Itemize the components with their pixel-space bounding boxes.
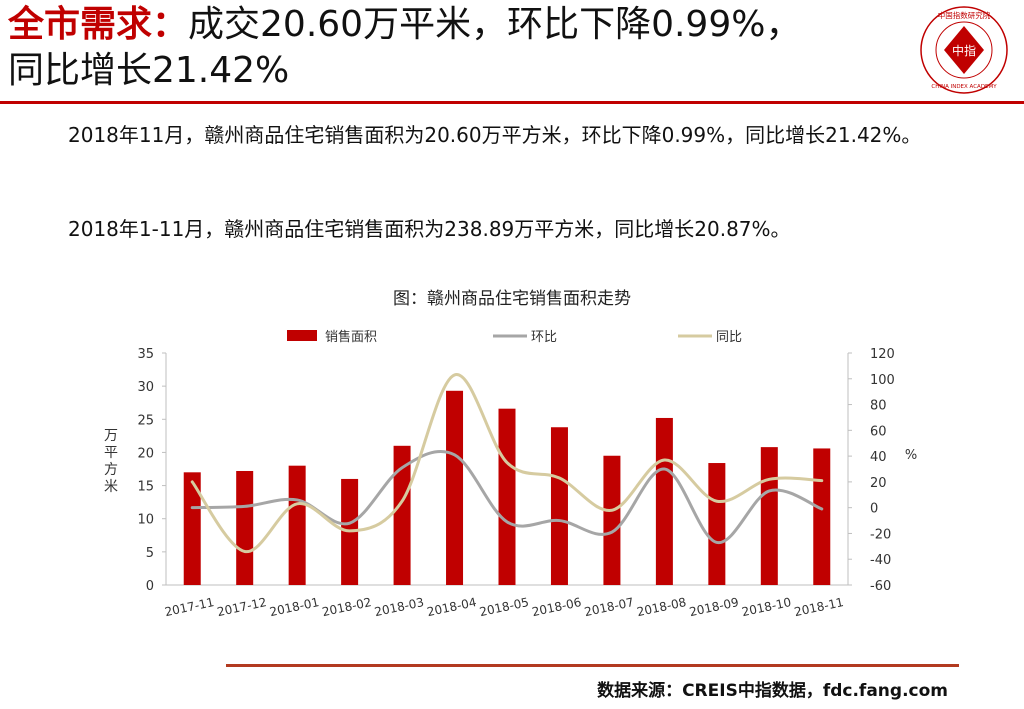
y-axis-title-char: 方 (104, 462, 118, 478)
footer-divider (226, 664, 959, 667)
y2-axis-title: % (905, 448, 917, 463)
x-tick-label: 2018-05 (478, 595, 530, 619)
left-tick-label: 10 (137, 513, 154, 528)
y-axis-title-char: 米 (104, 479, 118, 495)
title-line1: 成交20.60万平米，环比下降0.99%， (188, 4, 802, 45)
x-tick-label: 2018-01 (268, 595, 320, 619)
bar-2018-09 (708, 463, 726, 585)
right-tick-label: 20 (870, 476, 887, 491)
right-tick-label: -20 (870, 527, 891, 542)
right-tick-label: -60 (870, 579, 891, 594)
mom-line (190, 449, 824, 544)
bar-2018-11 (813, 448, 831, 585)
bar-2018-06 (550, 427, 568, 585)
legend-label: 同比 (716, 330, 742, 345)
title-divider (0, 101, 1024, 104)
bar-2018-04 (446, 390, 464, 585)
bar-2018-01 (288, 465, 306, 585)
bar-2017-11 (183, 472, 201, 585)
right-tick-label: 40 (870, 450, 887, 465)
paragraph-monthly: 2018年11月，赣州商品住宅销售面积为20.60万平方米，环比下降0.99%，… (68, 123, 922, 147)
data-source: 数据来源：CREIS中指数据，fdc.fang.com (597, 681, 948, 701)
left-tick-label: 35 (137, 347, 154, 362)
x-tick-label: 2018-10 (740, 595, 792, 619)
left-tick-label: 5 (146, 546, 154, 561)
right-tick-label: 60 (870, 424, 887, 439)
x-tick-label: 2018-07 (583, 595, 635, 619)
left-tick-label: 20 (137, 446, 154, 461)
right-tick-label: -40 (870, 553, 891, 568)
chart-title: 图：赣州商品住宅销售面积走势 (393, 289, 631, 309)
right-tick-label: 80 (870, 399, 887, 414)
y-axis-title-char: 平 (104, 445, 118, 461)
svg-text:中指: 中指 (952, 43, 976, 58)
yoy-line (190, 373, 824, 553)
y-axis-title-char: 万 (104, 428, 118, 444)
legend-label: 销售面积 (325, 329, 377, 345)
x-tick-label: 2018-04 (426, 595, 478, 619)
left-tick-label: 0 (146, 579, 154, 594)
page-title: 全市需求：成交20.60万平米，环比下降0.99%， 同比增长21.42% (8, 2, 908, 94)
svg-text:中国指数研究院: 中国指数研究院 (938, 10, 991, 20)
x-tick-label: 2018-09 (688, 595, 740, 619)
bar-2018-05 (498, 408, 516, 585)
bar-2017-12 (236, 470, 254, 585)
left-tick-label: 25 (137, 413, 154, 428)
x-tick-label: 2018-08 (636, 595, 688, 619)
left-tick-label: 15 (137, 480, 154, 495)
x-tick-label: 2018-06 (531, 595, 583, 619)
title-highlight: 全市需求： (8, 4, 189, 45)
bar-2018-08 (655, 417, 673, 585)
right-tick-label: 120 (870, 347, 895, 362)
x-tick-label: 2018-11 (793, 595, 845, 619)
x-tick-label: 2018-03 (373, 595, 425, 619)
china-index-academy-logo: 中指 中国指数研究院 CHINA INDEX ACADEMY (920, 6, 1008, 94)
x-tick-label: 2017-11 (163, 595, 215, 619)
left-tick-label: 30 (137, 380, 154, 395)
right-tick-label: 100 (870, 373, 895, 388)
title-line2: 同比增长21.42% (8, 50, 290, 91)
legend-swatch-sales (287, 330, 317, 341)
bar-2018-07 (603, 455, 621, 585)
legend-label: 环比 (531, 330, 557, 345)
x-tick-label: 2018-02 (321, 595, 373, 619)
svg-text:CHINA INDEX ACADEMY: CHINA INDEX ACADEMY (931, 84, 997, 90)
right-tick-label: 0 (870, 502, 878, 517)
paragraph-ytd: 2018年1-11月，赣州商品住宅销售面积为238.89万平方米，同比增长20.… (68, 217, 791, 241)
bar-2018-03 (393, 445, 411, 585)
x-tick-label: 2017-12 (216, 595, 268, 619)
bar-2018-10 (760, 447, 778, 585)
